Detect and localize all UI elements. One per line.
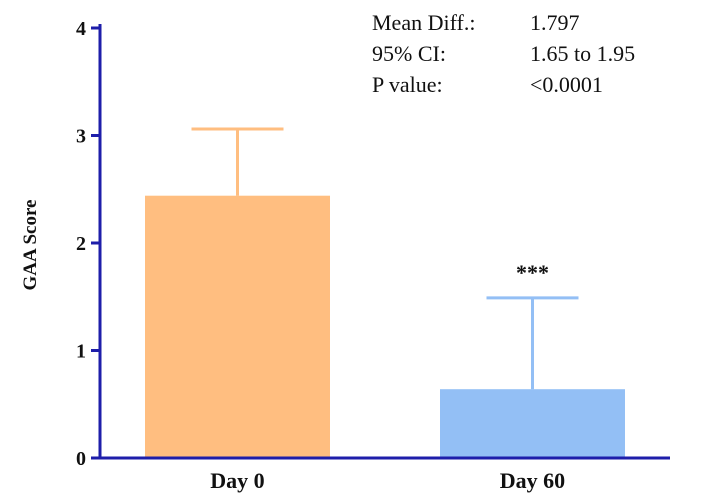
error-bars [191,127,579,390]
stats-box: Mean Diff.: 1.797 95% CI: 1.65 to 1.95 P… [372,10,635,97]
stats-value-p-value: <0.0001 [530,72,603,97]
bars [145,195,625,458]
bar-1 [440,389,625,458]
y-tick-label-3: 3 [76,126,86,148]
stats-label-mean-diff: Mean Diff.: [372,10,475,35]
y-axis-ticks: 0 1 2 3 4 [76,18,100,470]
x-category-label-1: Day 60 [500,468,565,493]
stats-value-ci: 1.65 to 1.95 [530,41,635,66]
significance-markers: *** [516,260,549,285]
bar-0 [145,195,330,458]
x-axis-labels: Day 0 Day 60 [210,468,565,493]
significance-marker-0: *** [516,260,549,285]
y-axis-label: GAA Score [20,200,41,291]
stats-value-mean-diff: 1.797 [530,10,580,35]
y-tick-label-4: 4 [76,18,86,40]
y-tick-label-1: 1 [76,341,86,363]
stats-label-ci: 95% CI: [372,41,446,66]
stats-label-p-value: P value: [372,72,443,97]
y-tick-label-0: 0 [76,448,86,470]
y-tick-label-2: 2 [76,233,86,255]
x-category-label-0: Day 0 [210,468,264,493]
